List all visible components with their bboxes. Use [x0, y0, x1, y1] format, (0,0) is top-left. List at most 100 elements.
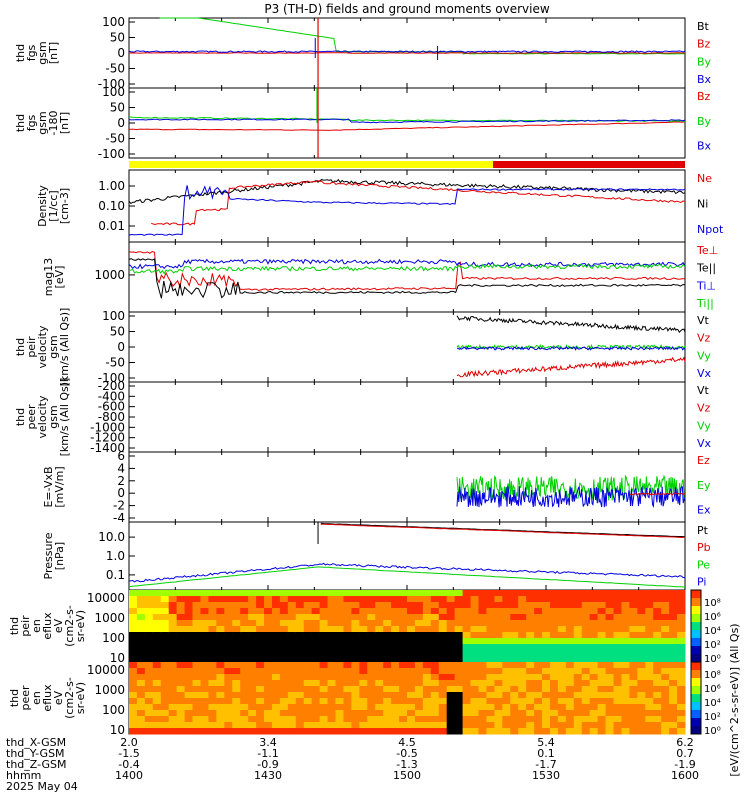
spectro-cell	[303, 704, 313, 711]
spectro-cell	[192, 656, 201, 663]
spectro-cell	[589, 644, 599, 651]
spectro-cell	[367, 602, 376, 609]
colorbar-tick: 10²	[704, 640, 721, 651]
spectro-cell	[486, 602, 495, 609]
spectro-cell	[208, 704, 217, 711]
spectro-cell	[208, 728, 217, 735]
spectro-cell	[486, 704, 495, 711]
spectro-cell	[343, 662, 352, 669]
spectro-cell	[549, 608, 559, 615]
spectro-cell	[573, 650, 583, 657]
spectro-cell	[319, 596, 329, 603]
spectro-cell	[192, 662, 201, 669]
spectro-cell	[129, 710, 138, 717]
spectro-cell	[216, 704, 225, 711]
spectro-cell	[446, 680, 456, 687]
spectro-cell	[240, 608, 249, 615]
spectro-cell	[549, 632, 559, 639]
spectro-cell	[414, 638, 424, 645]
spectro-cell	[621, 668, 630, 675]
efield-ytick-label: -2	[113, 499, 125, 513]
spectro-cell	[597, 596, 607, 603]
spectro-cell	[645, 716, 654, 723]
fgs_gsm-ylabel-line: [nT]	[47, 42, 60, 64]
spectro-cell	[319, 614, 329, 621]
spectro-cell	[653, 632, 662, 639]
spectro-cell	[264, 608, 273, 615]
spectro-cell	[534, 602, 543, 609]
peir_velocity-ylabel-line: velocity	[36, 325, 49, 368]
spectro-cell	[129, 728, 138, 735]
spectro-cell	[414, 710, 424, 717]
spectro-cell	[502, 710, 511, 717]
x-col-value: 2.0	[120, 736, 138, 749]
spectro-cell	[264, 626, 273, 633]
spectro-cell	[375, 668, 384, 675]
spectro-cell	[510, 602, 519, 609]
spectro-cell	[184, 626, 194, 633]
spectro-cell	[462, 704, 472, 711]
peir_velocity-ytick-label: -100	[98, 371, 125, 385]
spectro-cell	[446, 626, 456, 633]
spectro-cell	[470, 722, 479, 729]
spectro-cell	[462, 674, 472, 681]
spectro-cell	[581, 698, 591, 705]
spectro-cell	[303, 596, 313, 603]
spectro-cell	[144, 638, 154, 645]
spectro-cell	[581, 710, 591, 717]
spectro-cell	[645, 626, 654, 633]
spectro-cell	[184, 632, 194, 639]
spectro-cell	[534, 626, 543, 633]
peer_velocity-legend-Vx: Vx	[697, 437, 712, 450]
spectro-cell	[367, 722, 376, 729]
spectro-cell	[327, 716, 337, 723]
spectro-cell	[621, 728, 630, 735]
spectro-cell	[287, 632, 297, 639]
spectro-cell	[581, 680, 591, 687]
spectro-cell	[375, 596, 384, 603]
spectro-cell	[446, 692, 456, 699]
spectro-cell	[677, 668, 686, 675]
spectro-cell	[502, 596, 511, 603]
spectro-cell	[494, 716, 503, 723]
spectro-cell	[240, 614, 249, 621]
spectro-cell	[208, 668, 217, 675]
spectro-cell	[168, 686, 178, 693]
spectro-cell	[526, 638, 535, 645]
spectro-cell	[542, 590, 551, 597]
spectro-cell	[422, 680, 432, 687]
x-col-value: 6.2	[676, 736, 694, 749]
colorbar-band	[691, 590, 701, 599]
spectro-cell	[446, 728, 456, 735]
spectro-cell	[343, 674, 352, 681]
spectro-cell	[534, 638, 543, 645]
spectro-cell	[319, 662, 329, 669]
spectro-cell	[589, 710, 599, 717]
spectro-cell	[367, 626, 376, 633]
spectro-cell	[184, 668, 194, 675]
spectro-cell	[271, 638, 281, 645]
spectro-cell	[573, 644, 583, 651]
spectro-cell	[518, 650, 527, 657]
fgs_gsm-legend-Bx: Bx	[697, 73, 712, 86]
spectro-cell	[264, 644, 273, 651]
spectro-cell	[240, 722, 249, 729]
peer_spectrogram-ylabel-line: eV	[52, 690, 65, 705]
spectro-cell	[573, 680, 583, 687]
spectro-cell	[621, 638, 630, 645]
spectro-cell	[462, 632, 472, 639]
spectro-cell	[200, 680, 209, 687]
spectro-cell	[240, 662, 249, 669]
spectro-cell	[629, 704, 638, 711]
spectro-cell	[295, 662, 305, 669]
spectro-cell	[129, 626, 138, 633]
colorbar-band	[691, 614, 701, 623]
spectro-cell	[264, 650, 273, 657]
spectro-cell	[669, 602, 678, 609]
spectro-cell	[232, 608, 241, 615]
spectro-cell	[542, 608, 551, 615]
spectro-cell	[542, 698, 551, 705]
spectro-cell	[295, 608, 305, 615]
spectro-cell	[430, 614, 440, 621]
spectro-cell	[295, 656, 305, 663]
